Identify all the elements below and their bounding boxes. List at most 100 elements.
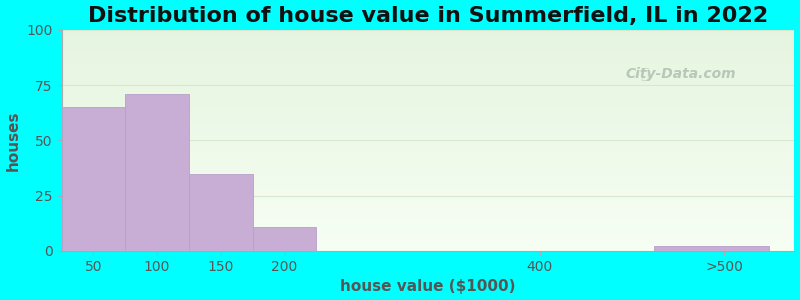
Bar	[62, 186, 794, 187]
Bar	[62, 96, 794, 97]
Bar	[62, 175, 794, 176]
Bar	[62, 85, 794, 86]
Bar	[62, 189, 794, 190]
Bar	[62, 54, 794, 55]
Bar	[62, 100, 794, 102]
Bar	[62, 211, 794, 212]
Bar	[62, 87, 794, 88]
Bar	[62, 39, 794, 40]
Bar	[62, 63, 794, 64]
Bar	[62, 199, 794, 200]
Bar	[62, 52, 794, 53]
Bar	[62, 83, 794, 84]
Bar	[62, 86, 794, 87]
Bar	[62, 194, 794, 196]
Bar	[62, 249, 794, 250]
Bar	[62, 219, 794, 220]
Bar	[62, 139, 794, 140]
Bar	[62, 41, 794, 42]
Bar	[62, 42, 794, 43]
Bar	[62, 102, 794, 103]
Bar	[62, 178, 794, 179]
Bar	[62, 64, 794, 65]
Bar	[62, 147, 794, 148]
Bar	[62, 106, 794, 107]
Bar	[62, 213, 794, 214]
Bar	[62, 71, 794, 72]
Bar	[62, 250, 794, 251]
Bar	[62, 244, 794, 245]
Bar	[126, 94, 189, 251]
Bar	[62, 32, 794, 33]
Bar	[62, 159, 794, 160]
Bar	[62, 142, 794, 144]
Bar	[62, 44, 794, 45]
Bar	[62, 169, 794, 170]
Bar	[62, 168, 794, 169]
Bar	[62, 126, 794, 127]
Bar	[62, 181, 794, 182]
Bar	[62, 30, 794, 31]
Bar	[62, 209, 794, 210]
Bar	[62, 135, 794, 136]
Bar	[62, 98, 794, 100]
Bar	[62, 81, 794, 82]
Bar	[62, 33, 794, 34]
Y-axis label: houses: houses	[6, 110, 21, 171]
Bar	[62, 129, 794, 130]
Bar	[62, 35, 794, 37]
Bar	[62, 130, 794, 131]
Bar	[62, 149, 794, 150]
Bar	[62, 61, 794, 62]
Bar	[62, 226, 794, 228]
Bar	[62, 125, 794, 126]
Bar	[62, 69, 794, 70]
Bar	[62, 123, 794, 124]
Bar	[62, 94, 794, 95]
Bar	[62, 117, 794, 118]
Bar	[62, 231, 794, 232]
Bar	[62, 230, 794, 231]
Bar	[62, 100, 794, 101]
Bar	[62, 114, 794, 115]
Bar	[62, 110, 794, 112]
Bar	[62, 201, 794, 202]
Bar	[62, 200, 794, 201]
Bar	[62, 145, 794, 146]
Bar	[62, 232, 794, 233]
Bar	[62, 214, 794, 215]
Bar	[62, 165, 794, 166]
Bar	[62, 119, 794, 121]
Bar	[62, 66, 794, 68]
Bar	[62, 207, 794, 208]
Bar	[62, 210, 794, 211]
Bar	[62, 203, 794, 205]
Bar	[62, 233, 794, 234]
Bar	[62, 234, 794, 236]
Bar	[62, 229, 794, 230]
Bar	[62, 107, 126, 251]
Bar	[62, 58, 794, 60]
Bar	[62, 242, 794, 243]
Bar	[62, 37, 794, 38]
Bar	[654, 246, 769, 251]
Bar	[62, 38, 794, 39]
Bar	[62, 136, 794, 137]
Bar	[62, 115, 794, 116]
Bar	[62, 124, 794, 125]
Bar	[62, 50, 794, 51]
Bar	[62, 77, 794, 79]
X-axis label: house value ($1000): house value ($1000)	[340, 279, 516, 294]
Bar	[62, 198, 794, 199]
Bar	[62, 236, 794, 238]
Bar	[62, 205, 794, 206]
Bar	[62, 74, 794, 75]
Bar	[62, 160, 794, 161]
Bar	[62, 122, 794, 123]
Bar	[62, 34, 794, 35]
Bar	[62, 197, 794, 198]
Bar	[62, 53, 794, 54]
Bar	[62, 170, 794, 171]
Bar	[62, 223, 794, 224]
Bar	[62, 75, 794, 76]
